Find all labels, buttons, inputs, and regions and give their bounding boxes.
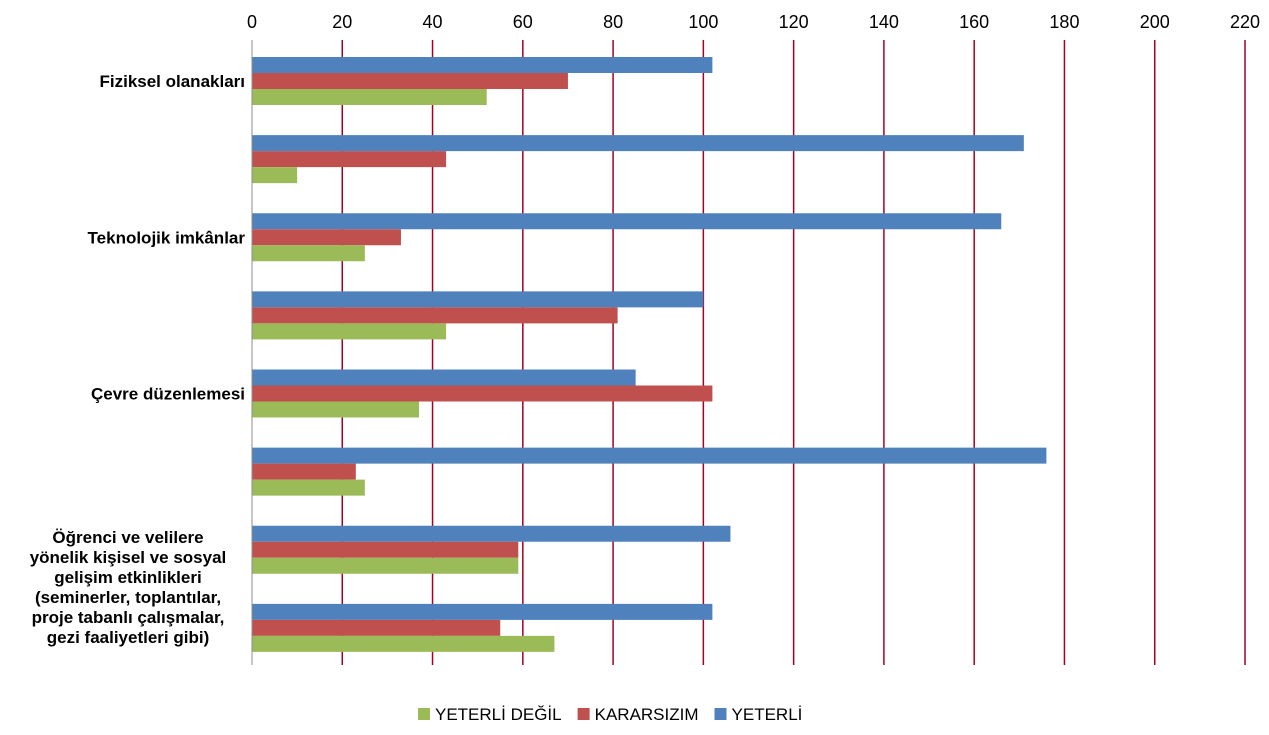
bar (252, 135, 1024, 152)
bar (252, 401, 420, 418)
x-tick-label: 180 (1049, 12, 1079, 32)
x-tick-label: 60 (513, 12, 533, 32)
category-label: Fiziksel olanakları (99, 72, 245, 91)
bar (252, 369, 636, 386)
legend-swatch (418, 708, 430, 720)
category-label: proje tabanlı çalışmalar, (32, 608, 225, 627)
bar (252, 525, 731, 542)
bar (252, 463, 356, 480)
legend-label: YETERLİ DEĞİL (435, 705, 562, 724)
bar (252, 635, 555, 652)
x-tick-label: 100 (688, 12, 718, 32)
bar (252, 151, 447, 168)
category-label: (seminerler, toplantılar, (35, 588, 221, 607)
x-axis-tick-labels: 0 20 40 60 80 100 120 140 160 180 200 220 (247, 12, 1260, 32)
bar (252, 229, 401, 246)
x-tick-label: 0 (247, 12, 257, 32)
bar (252, 73, 568, 89)
bar (252, 619, 501, 636)
bar (252, 557, 519, 574)
bar (252, 447, 1047, 464)
category-label: yönelik kişisel ve sosyal (30, 548, 227, 567)
bar (252, 167, 298, 184)
legend-swatch (577, 708, 590, 720)
bar (252, 89, 487, 105)
legend-swatch (714, 708, 727, 720)
bar-series (252, 57, 1047, 652)
category-label: Öğrenci ve velilere (52, 528, 203, 547)
x-tick-label: 120 (779, 12, 809, 32)
bar (252, 603, 713, 620)
bar (252, 213, 1002, 230)
bar (252, 291, 704, 308)
x-tick-label: 80 (603, 12, 623, 32)
x-tick-label: 140 (869, 12, 899, 32)
category-label: gezi faaliyetleri gibi) (47, 628, 210, 647)
category-labels: Fiziksel olanakları Teknolojik imkânlar Çe… (30, 72, 246, 647)
category-label: gelişim etkinlikleri (54, 568, 201, 587)
x-tick-label: 200 (1140, 12, 1170, 32)
bar (252, 307, 618, 324)
bar (252, 57, 713, 73)
bar (252, 479, 365, 496)
legend-label: KARARSIZIM (595, 705, 699, 724)
category-label: Çevre düzenlemesi (91, 385, 245, 404)
bar (252, 541, 519, 558)
bar (252, 385, 713, 402)
bar (252, 323, 447, 340)
x-tick-label: 220 (1230, 12, 1260, 32)
category-label: Teknolojik imkânlar (88, 228, 246, 247)
bar (252, 245, 365, 262)
x-tick-label: 20 (332, 12, 352, 32)
legend-label: YETERLİ (732, 705, 803, 724)
legend: YETERLİ DEĞİL KARARSIZIM YETERLİ (418, 705, 802, 724)
x-tick-label: 40 (423, 12, 443, 32)
x-tick-label: 160 (959, 12, 989, 32)
